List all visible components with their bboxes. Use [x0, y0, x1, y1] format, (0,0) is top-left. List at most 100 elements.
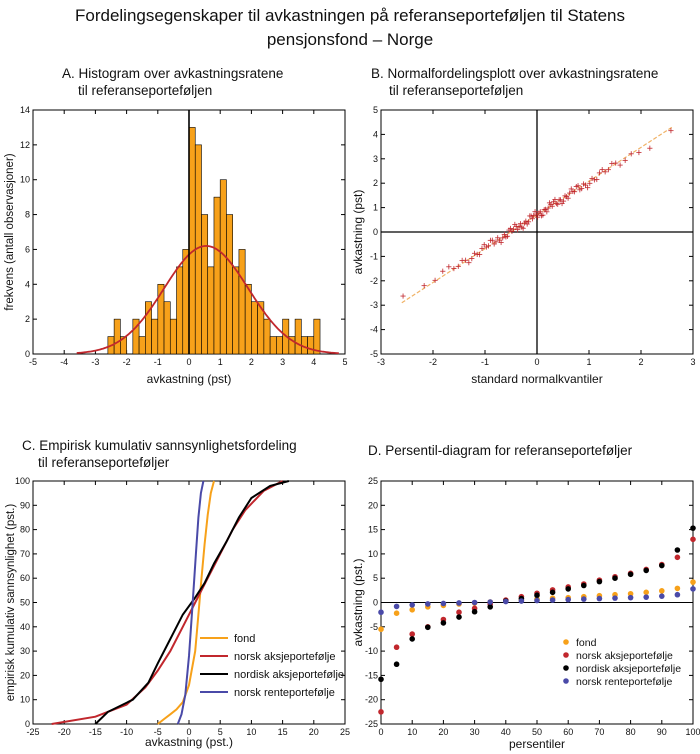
y-tick-label: -10	[365, 646, 378, 656]
data-point-3	[643, 594, 649, 600]
x-tick-label: 30	[470, 727, 480, 737]
data-point	[516, 223, 522, 230]
data-point	[481, 242, 487, 248]
y-tick-label: 20	[368, 500, 378, 510]
y-tick-label: -2	[370, 276, 378, 286]
x-tick-label: -2	[429, 357, 437, 367]
legend-label: fond	[234, 633, 255, 645]
data-point-0	[659, 588, 665, 594]
data-point-3	[409, 602, 416, 608]
data-point-2	[393, 661, 400, 668]
y-tick-label: 4	[25, 279, 30, 289]
data-point-0	[627, 590, 634, 597]
data-point	[571, 189, 578, 195]
y-tick-label: 40	[20, 622, 30, 632]
data-point	[446, 264, 452, 270]
data-point-3	[456, 600, 462, 606]
histogram-bar	[244, 283, 252, 355]
data-point-3	[487, 599, 494, 605]
data-point-2	[674, 547, 681, 553]
data-point-3	[503, 598, 509, 605]
y-tick-label: 70	[20, 549, 30, 559]
y-tick-label: 12	[20, 140, 30, 150]
y-tick-label: 2	[25, 314, 30, 324]
x-axis-label: avkastning (pst)	[147, 372, 232, 386]
data-point	[533, 212, 539, 218]
data-point	[538, 213, 545, 219]
x-tick-label: 3	[280, 357, 285, 367]
data-point	[517, 221, 524, 227]
data-point-3	[534, 597, 540, 604]
legend-marker	[563, 639, 569, 645]
data-point-3	[549, 597, 556, 603]
y-tick-label: 3	[373, 154, 378, 164]
histogram-bar	[163, 301, 171, 355]
x-tick-label: -1	[154, 357, 162, 367]
data-point	[575, 183, 581, 189]
data-point-3	[393, 603, 400, 610]
histogram-bar	[307, 336, 315, 355]
y-tick-label: 50	[20, 598, 30, 608]
data-point	[549, 203, 555, 209]
data-point	[596, 170, 603, 176]
histogram-bar	[226, 214, 233, 355]
data-point-3	[518, 598, 525, 604]
y-tick-label: -5	[370, 349, 378, 359]
x-tick-label: 0	[378, 727, 383, 737]
data-point-3	[565, 596, 571, 603]
y-tick-label: 14	[20, 105, 30, 115]
data-point	[466, 260, 472, 266]
data-point-0	[409, 606, 416, 613]
data-point	[668, 128, 674, 134]
histogram-bar	[263, 318, 271, 355]
data-point	[463, 257, 469, 263]
x-tick-label: 0	[186, 357, 191, 367]
y-axis-label: frekvens (antall observasjoner)	[4, 153, 16, 310]
data-point	[605, 167, 611, 173]
data-point	[500, 235, 506, 241]
data-point-2	[471, 608, 478, 615]
data-point-3	[659, 593, 665, 599]
y-tick-label: 0	[373, 598, 378, 608]
series-line-0	[157, 480, 215, 725]
data-point-2	[581, 582, 587, 589]
data-point	[421, 283, 427, 289]
y-tick-label: 10	[20, 175, 30, 185]
data-point	[528, 213, 534, 219]
data-point	[579, 186, 585, 192]
y-tick-label: 25	[368, 476, 378, 486]
data-point-0	[393, 610, 400, 616]
y-tick-label: 0	[25, 349, 30, 359]
y-tick-label: 5	[373, 105, 378, 115]
x-tick-label: -25	[26, 727, 39, 737]
data-point-3	[471, 599, 478, 606]
series-line-3	[176, 480, 205, 725]
data-point-0	[378, 626, 384, 633]
legend-label: norsk aksjeportefølje	[576, 650, 673, 662]
x-axis-label: persentiler	[509, 737, 565, 751]
data-point-1	[674, 554, 681, 561]
x-tick-label: 15	[278, 727, 288, 737]
x-tick-label: -3	[377, 357, 385, 367]
data-point	[609, 160, 615, 167]
data-point	[636, 149, 642, 156]
data-point-2	[456, 614, 462, 620]
data-point	[524, 221, 530, 227]
data-point	[555, 201, 561, 207]
data-point	[400, 293, 406, 299]
x-tick-label: 50	[532, 727, 542, 737]
y-tick-label: 5	[373, 573, 378, 583]
histogram-bar	[269, 336, 277, 355]
histogram-bar	[294, 318, 302, 355]
data-point	[540, 212, 546, 218]
data-point-1	[393, 644, 400, 651]
legend-label: nordisk aksjeportefølje	[234, 669, 344, 681]
data-point-0	[643, 589, 649, 596]
y-tick-label: 60	[20, 573, 30, 583]
legend-marker	[563, 678, 569, 684]
y-tick-label: -3	[370, 300, 378, 310]
data-point-2	[690, 525, 696, 531]
y-tick-label: 0	[373, 227, 378, 237]
x-tick-label: 1	[218, 357, 223, 367]
data-point	[647, 145, 653, 151]
